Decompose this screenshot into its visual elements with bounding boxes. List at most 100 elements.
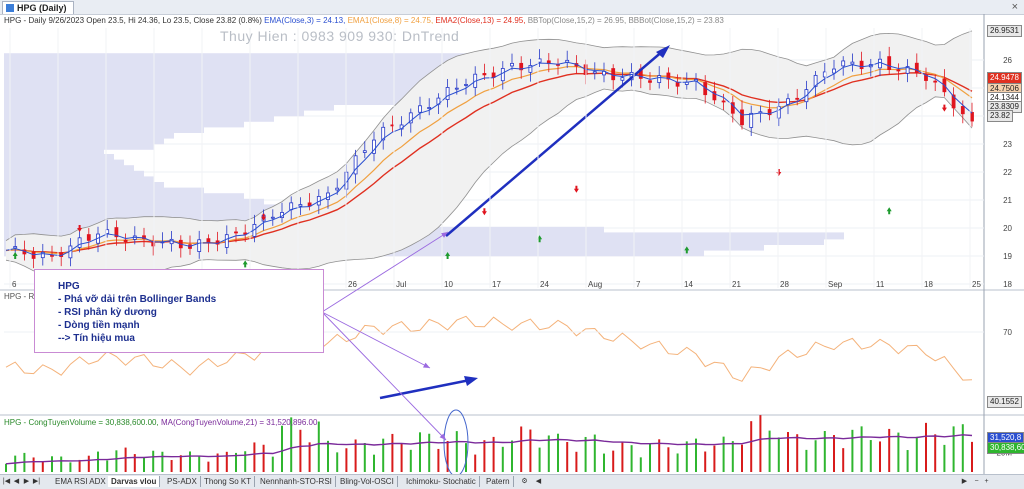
candle-body [730,102,735,114]
volume-profile-bar [4,198,264,206]
buy-signal-arrow [886,207,892,215]
price-value-tag: 26.9531 [987,25,1022,37]
candle-body [13,246,18,249]
candle-body [381,126,386,141]
candle-body [914,62,919,74]
candle-body [620,77,625,81]
volume-profile-bar [4,148,104,156]
next-sheet-icon[interactable]: ▶ [23,478,30,485]
add-sheet-icon[interactable]: ⚙ [521,478,528,485]
price-x-tick: 21 [732,280,741,289]
candle-body [390,124,395,127]
price-x-tick: Aug [588,280,602,289]
candle-body [519,62,524,71]
first-sheet-icon[interactable]: |◀ [2,478,11,485]
volume-profile-bar [4,81,544,89]
bbtop-legend: BBTop(Close,15,2) = 26.95, [527,16,627,25]
trend-arrow-head [656,45,670,58]
price-x-tick: 24 [540,280,549,289]
annotation-arrow-head [441,232,448,238]
candle-body [666,72,671,80]
candle-body [905,66,910,74]
scroll-right-icon[interactable]: ▶ [961,478,968,485]
scroll-left-icon[interactable]: ◀ [535,478,542,485]
sheet-tab-darvas-vlou[interactable]: Darvas vlou [108,476,161,487]
sheet-tab-bling-vol-osci[interactable]: Bling-Vol-OSCI [337,476,398,487]
price-y-tick: 23 [1003,140,1012,149]
candle-body [795,97,800,100]
volume-profile-bar [4,193,244,201]
sheet-tab-thong-so-kt[interactable]: Thong So KT [201,476,256,487]
rsi-divergence-arrow-head [464,376,478,386]
volume-profile-bar [4,86,524,94]
ema-legend: EMA(Close,3) = 24.13, [264,16,346,25]
candle-body [960,106,965,115]
candle-body [767,109,772,116]
ema2-legend: EMA2(Close,13) = 24.95, [435,16,526,25]
chart-tab-hpg-daily[interactable]: HPG (Daily) [2,1,74,14]
candle-body [740,109,744,126]
bollinger-upper-line [5,30,973,241]
candle-body [464,84,468,86]
price-y-tick: 19 [1003,252,1012,261]
price-legend: HPG - Daily 9/26/2023 Open 23.5, Hi 24.3… [4,16,724,26]
candle-body [454,87,459,90]
price-x-tick: 14 [684,280,693,289]
candle-body [234,231,238,234]
volume-profile-bar [4,154,114,161]
annotation-arrow-line [321,311,431,369]
candle-body [362,150,367,153]
candle-body [859,60,864,70]
sheet-tab-ema-rsi-adx[interactable]: EMA RSI ADX [52,476,110,487]
buy-signal-arrow [445,252,451,259]
sheet-tab-ps-adx[interactable]: PS-ADX [164,476,201,487]
candle-body [749,112,754,128]
price-x-tick: 7 [636,280,641,289]
rsi-legend: HPG - RSI [4,292,42,301]
candle-body [86,234,91,241]
price-x-tick: 10 [444,280,453,289]
candle-body [776,106,781,119]
volume-highlight-ellipse [443,409,469,474]
candle-body [298,204,303,207]
candle-body [712,91,717,101]
price-x-tick: 28 [780,280,789,289]
sheet-tab-ichimoku[interactable]: Ichimoku- Stochatic [403,476,480,487]
candle-body [528,65,533,73]
annotation-line-3: - RSI phân kỳ dương [58,307,157,318]
candle-body [675,82,680,87]
zoom-out-icon[interactable]: − [974,478,979,485]
bbbot-legend: BBBot(Close,15,2) = 23.83 [628,16,724,25]
sell-signal-arrow [776,169,782,176]
volume-legend-a: HPG - CongTuyenVolume = 30,838,600.00, [4,418,159,427]
prev-sheet-icon[interactable]: ◀ [13,478,20,485]
annotation-arrow-head [423,362,430,368]
candle-body [372,139,376,154]
volume-value-tag: 30,838,60 [987,442,1024,454]
zoom-in-icon[interactable]: + [984,478,989,485]
price-y-tick: 21 [1003,196,1012,205]
close-icon[interactable]: × [1011,1,1018,13]
trend-arrow-line [445,49,665,237]
buy-signal-arrow [12,252,18,259]
volume-profile-bar [4,182,164,189]
candle-body [77,237,82,248]
sheet-tab-nennhanh[interactable]: Nennhanh-STO-RSI [257,476,336,487]
annotation-line-2: - Phá vỡ dải trên Bollinger Bands [58,294,217,305]
volume-profile-bar [4,187,204,195]
sheet-tab-patern[interactable]: Patern [483,476,514,487]
buy-signal-arrow [684,246,690,254]
sell-signal-arrow [573,185,579,193]
candle-body [537,58,542,63]
sell-signal-arrow [261,213,267,221]
price-x-tick: Jul [396,280,406,289]
price-y-tick: 18 [1003,280,1012,289]
sell-signal-arrow [941,104,947,112]
last-sheet-icon[interactable]: ▶| [32,478,41,485]
annotation-arrow-line [321,311,447,441]
volume-profile-bar [4,103,334,111]
candle-body [123,239,128,243]
candle-body [924,74,928,81]
buy-signal-arrow [242,260,248,268]
candle-body [648,80,652,83]
